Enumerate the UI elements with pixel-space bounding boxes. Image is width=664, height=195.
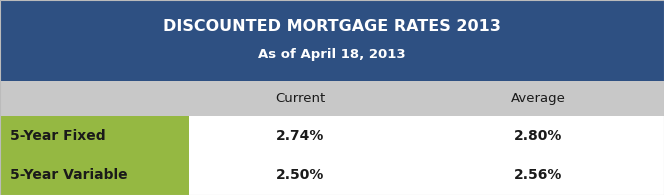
Text: 2.74%: 2.74% — [276, 129, 325, 143]
Text: 2.50%: 2.50% — [276, 168, 325, 182]
Text: Current: Current — [276, 92, 325, 105]
Text: 2.56%: 2.56% — [514, 168, 562, 182]
Text: Average: Average — [511, 92, 565, 105]
FancyBboxPatch shape — [0, 81, 664, 116]
Text: As of April 18, 2013: As of April 18, 2013 — [258, 48, 406, 61]
FancyBboxPatch shape — [0, 116, 189, 195]
FancyBboxPatch shape — [189, 116, 664, 195]
Text: DISCOUNTED MORTGAGE RATES 2013: DISCOUNTED MORTGAGE RATES 2013 — [163, 19, 501, 34]
Text: 5-Year Variable: 5-Year Variable — [10, 168, 127, 182]
Text: 5-Year Fixed: 5-Year Fixed — [10, 129, 106, 143]
FancyBboxPatch shape — [0, 0, 664, 81]
Text: 2.80%: 2.80% — [514, 129, 562, 143]
